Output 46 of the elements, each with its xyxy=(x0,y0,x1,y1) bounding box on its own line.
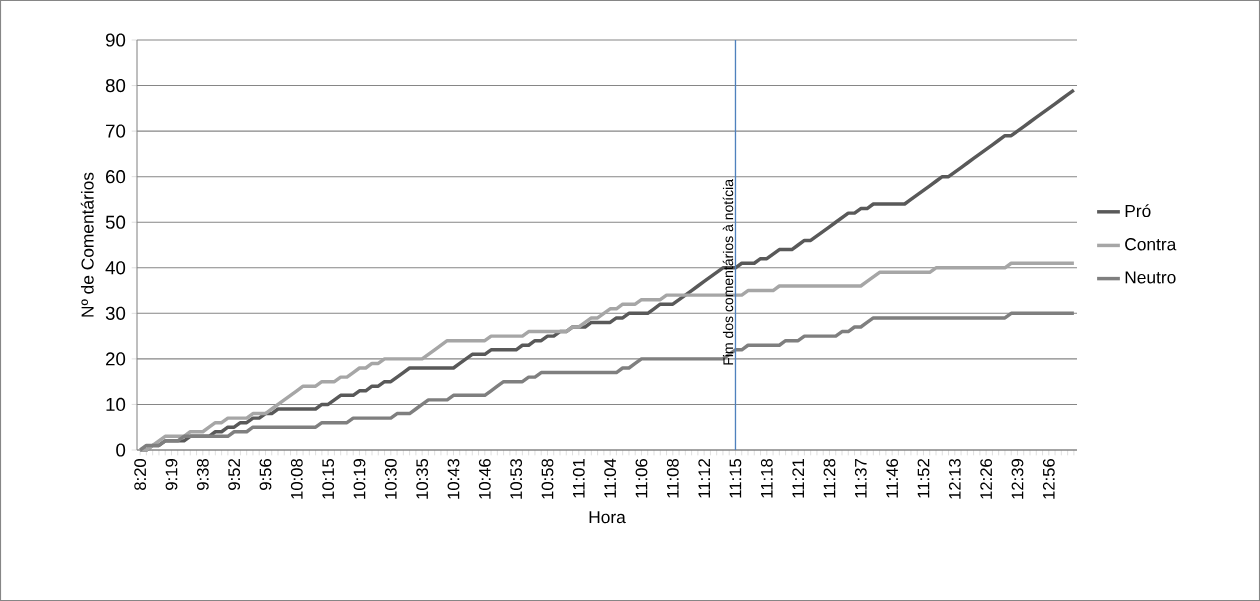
x-tick-label: 11:21 xyxy=(792,459,804,498)
x-tick-label: 9:38 xyxy=(196,458,209,490)
x-tick-label: 11:15 xyxy=(729,458,742,498)
y-tick-label: 30 xyxy=(105,306,126,320)
x-tick-label: 11:06 xyxy=(635,459,648,498)
x-tick-label: 12:13 xyxy=(948,459,961,499)
x-tick-label: 10:15 xyxy=(322,458,335,499)
y-tick-label: 90 xyxy=(105,33,126,47)
y-tick-label: 70 xyxy=(106,124,126,138)
x-tick-label: 9:52 xyxy=(228,459,241,490)
x-tick-label: 12:56 xyxy=(1042,459,1055,499)
x-tick-label: 11:28 xyxy=(823,458,836,498)
x-tick-label: 10:35 xyxy=(416,458,429,499)
y-tick-label: 80 xyxy=(105,78,126,93)
x-tick-label: 11:04 xyxy=(604,458,617,498)
legend-label: Pró xyxy=(1125,204,1151,218)
y-tick-label: 20 xyxy=(106,352,126,366)
x-tick-label: 8:20 xyxy=(134,458,147,490)
y-tick-label: 0 xyxy=(116,443,126,457)
x-tick-label: 11:46 xyxy=(886,459,899,498)
x-tick-label: 10:43 xyxy=(447,459,460,499)
x-tick-label: 11:37 xyxy=(854,459,867,498)
x-tick-label: 10:30 xyxy=(384,458,397,499)
y-tick-label: 10 xyxy=(106,397,126,412)
x-tick-label: 11:08 xyxy=(666,458,679,498)
x-tick-label: 9:19 xyxy=(165,459,178,490)
x-tick-label: 10:53 xyxy=(510,459,523,499)
x-tick-label: 11:01 xyxy=(572,459,585,498)
x-tick-label: 10:58 xyxy=(541,458,554,499)
ref-line-label: Fim dos comentários à notícia xyxy=(722,179,734,365)
y-axis-title: Nº de Comentários xyxy=(80,172,94,317)
x-tick-label: 11:18 xyxy=(760,458,773,498)
x-tick-label: 12:39 xyxy=(1011,459,1024,499)
y-tick-label: 40 xyxy=(105,261,126,275)
legend-label: Contra xyxy=(1125,238,1177,251)
x-tick-label: 10:19 xyxy=(353,459,366,499)
x-tick-label: 9:56 xyxy=(259,459,272,490)
x-tick-label: 11:52 xyxy=(917,459,930,498)
x-axis-title: Hora xyxy=(589,511,626,524)
x-tick-label: 12:26 xyxy=(980,459,993,499)
legend-label: Neutro xyxy=(1125,271,1176,284)
x-tick-label: 10:46 xyxy=(478,459,491,499)
x-tick-label: 10:08 xyxy=(290,458,303,499)
y-tick-label: 60 xyxy=(106,170,126,184)
x-tick-label: 11:12 xyxy=(698,459,710,498)
y-tick-label: 50 xyxy=(105,215,126,229)
